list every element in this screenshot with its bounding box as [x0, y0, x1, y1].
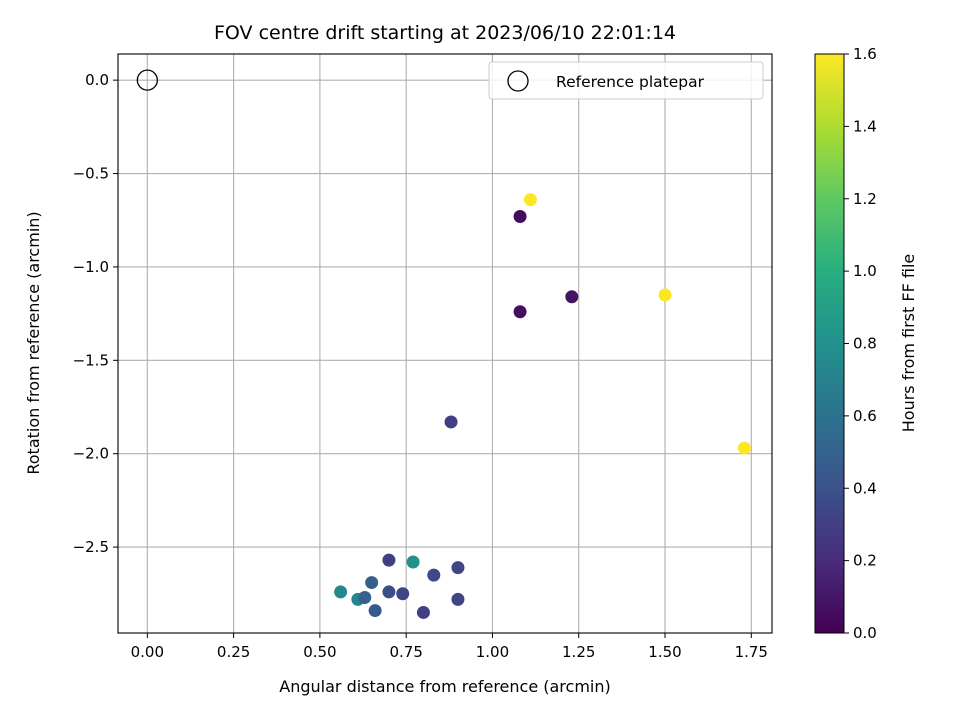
legend-label: Reference platepar — [556, 73, 705, 91]
grid-lines — [118, 54, 772, 633]
data-point — [334, 585, 348, 599]
colorbar — [814, 53, 845, 634]
data-point — [416, 605, 430, 619]
colorbar-tick-label: 0.2 — [853, 552, 877, 570]
x-tick-label: 0.75 — [389, 643, 422, 661]
colorbar-label: Hours from first FF file — [899, 254, 918, 433]
data-point — [396, 587, 410, 601]
colorbar-tick-label: 0.6 — [853, 407, 877, 425]
y-tick-label: 0.0 — [85, 71, 109, 89]
colorbar-tick-label: 1.4 — [853, 117, 877, 135]
x-axis-ticks: 0.00 0.25 0.50 0.75 1.00 1.25 1.50 1.75 — [131, 633, 768, 661]
data-point — [444, 415, 458, 429]
data-point — [368, 604, 382, 618]
y-tick-label: −1.5 — [73, 351, 109, 369]
x-tick-label: 1.50 — [648, 643, 681, 661]
chart-title: FOV centre drift starting at 2023/06/10 … — [214, 22, 676, 44]
colorbar-tick-label: 1.2 — [853, 190, 877, 208]
data-point — [451, 592, 465, 606]
x-tick-label: 0.00 — [131, 643, 164, 661]
colorbar-tick-label: 0.4 — [853, 479, 877, 497]
x-tick-label: 1.75 — [735, 643, 768, 661]
y-tick-label: −1.0 — [73, 258, 109, 276]
colorbar-tick-label: 0.8 — [853, 335, 877, 353]
legend: Reference platepar — [488, 61, 764, 100]
x-tick-label: 0.25 — [217, 643, 250, 661]
data-point — [382, 553, 396, 567]
data-point — [406, 555, 420, 569]
colorbar-tick-label: 1.6 — [853, 45, 877, 63]
data-point — [365, 576, 379, 590]
reference-platepar-marker — [136, 69, 158, 91]
y-tick-label: −2.0 — [73, 445, 109, 463]
data-point — [382, 585, 396, 599]
y-tick-label: −0.5 — [73, 165, 109, 183]
data-point — [523, 193, 537, 207]
y-axis-label: Rotation from reference (arcmin) — [24, 211, 43, 474]
colorbar-tick-label: 0.0 — [853, 624, 877, 642]
data-point — [565, 290, 579, 304]
x-tick-label: 0.50 — [303, 643, 336, 661]
data-point — [513, 305, 527, 319]
plot-frame — [117, 53, 773, 634]
data-points — [334, 193, 751, 619]
data-point — [451, 561, 465, 575]
y-axis-ticks: 0.0 −0.5 −1.0 −1.5 −2.0 −2.5 — [73, 71, 118, 556]
x-axis-label: Angular distance from reference (arcmin) — [279, 677, 610, 696]
y-tick-label: −2.5 — [73, 538, 109, 556]
x-tick-label: 1.00 — [476, 643, 509, 661]
data-point — [427, 568, 441, 582]
legend-reference-marker — [507, 70, 529, 92]
x-tick-label: 1.25 — [562, 643, 595, 661]
colorbar-ticks: 0.0 0.2 0.4 0.6 0.8 1.0 1.2 1.4 1.6 — [844, 45, 877, 642]
data-point — [737, 441, 751, 455]
data-point — [513, 209, 527, 223]
colorbar-tick-label: 1.0 — [853, 262, 877, 280]
data-point — [658, 288, 672, 302]
legend-box — [488, 61, 764, 100]
reference-marker — [136, 69, 158, 91]
data-point — [358, 591, 372, 605]
